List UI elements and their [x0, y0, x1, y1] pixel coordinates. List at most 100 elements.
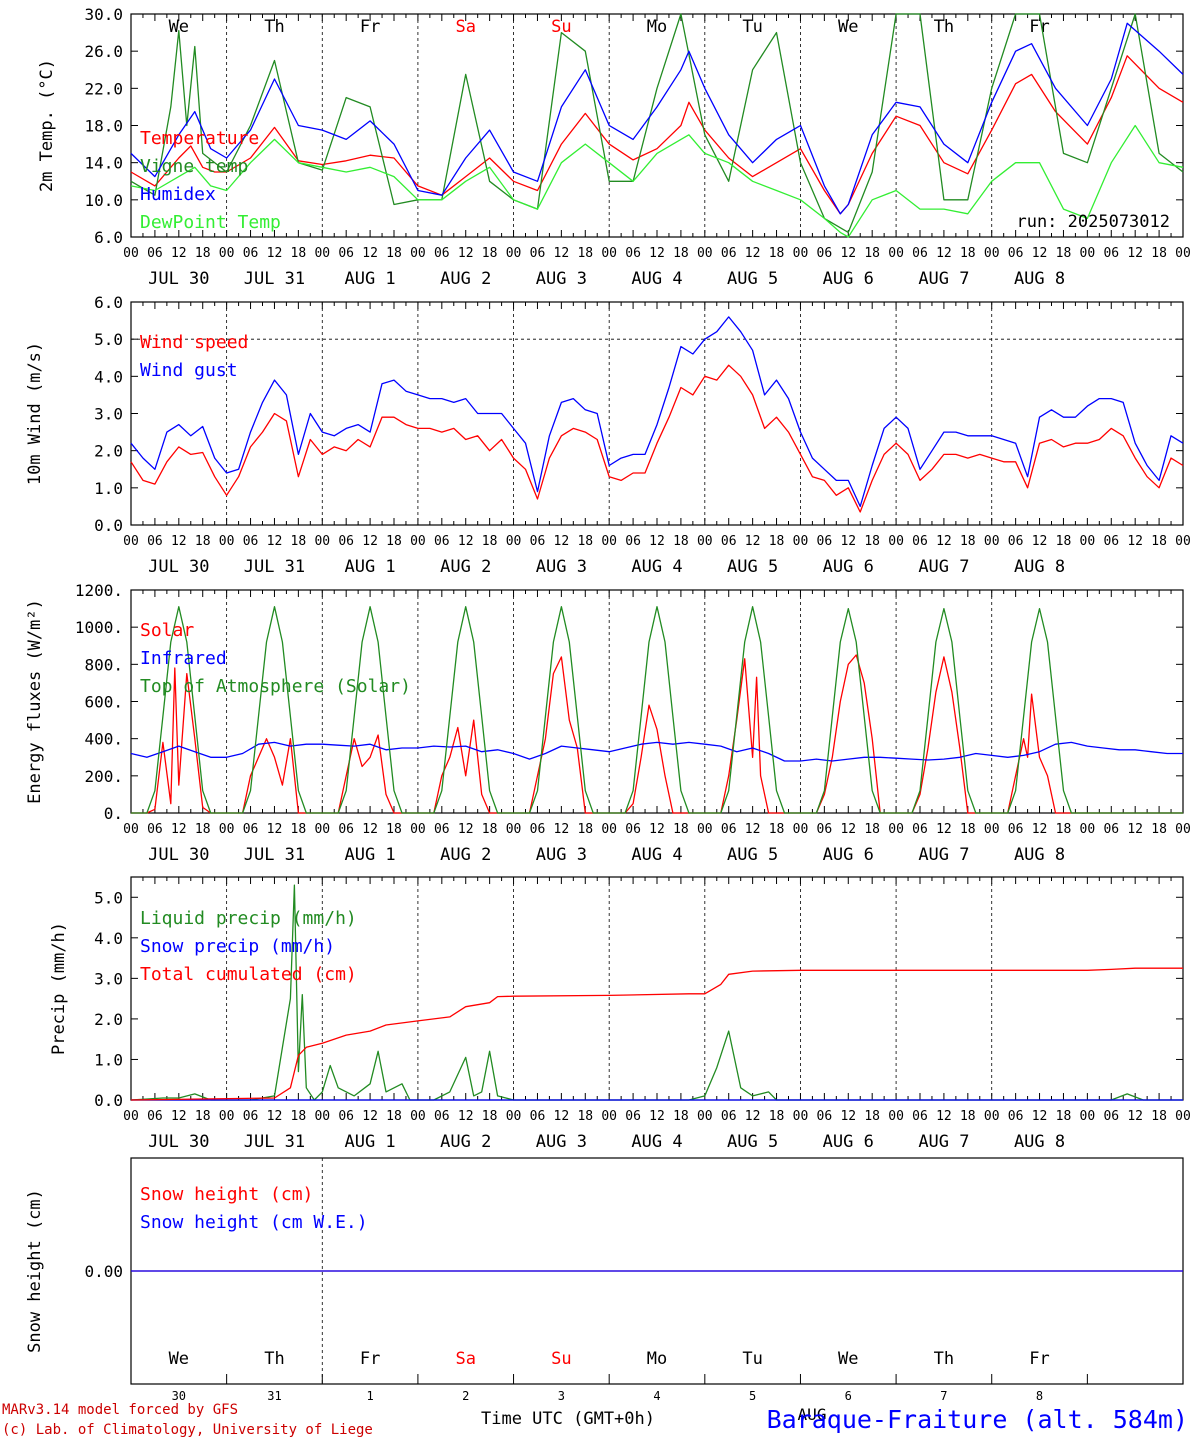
date-label: JUL 30	[148, 845, 209, 865]
series-line-top-of-atmosphere-solar-	[131, 606, 1183, 814]
legend-entry: DewPoint Temp	[140, 212, 281, 233]
plot-frame	[130, 13, 1184, 238]
hour-tick-label: 12	[1127, 246, 1143, 261]
hour-tick-label: 06	[625, 822, 641, 837]
hour-tick-label: 18	[960, 246, 976, 261]
series-line-dewpoint-temp	[130, 124, 1184, 238]
hour-tick-label: 12	[362, 822, 378, 837]
hour-tick-label: 18	[482, 534, 498, 549]
series-line-humidex	[130, 22, 1184, 215]
hour-tick-label: 00	[888, 822, 904, 837]
hour-tick-label: 00	[1080, 246, 1096, 261]
hour-tick-label: 00	[984, 822, 1000, 837]
y-tick-label: 3.0	[94, 405, 123, 424]
hour-tick-label: 00	[314, 534, 330, 549]
hour-tick-label: 00	[1175, 246, 1191, 261]
hour-tick-label: 12	[745, 246, 761, 261]
hour-tick-label: 12	[1032, 822, 1048, 837]
hour-tick-label: 00	[984, 534, 1000, 549]
y-axis-title: 10m Wind (m/s)	[25, 342, 45, 485]
date-label: AUG 2	[440, 269, 491, 289]
hour-tick-label: 12	[171, 1109, 187, 1124]
hour-tick-label: 12	[1127, 822, 1143, 837]
hour-tick-label: 00	[1080, 822, 1096, 837]
hour-tick-label: 12	[649, 246, 665, 261]
hour-tick-label: 18	[386, 246, 402, 261]
hour-tick-label: 06	[338, 1109, 354, 1124]
hour-tick-label: 18	[195, 246, 211, 261]
hour-tick-label: 18	[386, 822, 402, 837]
hour-tick-label: 06	[147, 1109, 163, 1124]
hour-tick-label: 00	[123, 534, 139, 549]
hour-tick-label: 18	[1151, 246, 1167, 261]
hour-tick-label: 00	[1175, 534, 1191, 549]
date-label: JUL 30	[148, 1132, 209, 1152]
y-tick-label: 1.0	[94, 1050, 123, 1069]
hour-tick-label: 12	[745, 1109, 761, 1124]
hour-tick-label: 06	[243, 534, 259, 549]
hour-tick-label: 12	[267, 1109, 283, 1124]
hour-tick-label: 06	[434, 822, 450, 837]
hour-tick-label: 06	[625, 1109, 641, 1124]
hour-tick-label: 00	[123, 1109, 139, 1124]
y-tick-label: 22.0	[84, 79, 123, 98]
date-label: AUG 4	[631, 1132, 682, 1152]
hour-tick-label: 12	[936, 822, 952, 837]
date-label: AUG 8	[1014, 1132, 1065, 1152]
day-name-label: Su	[551, 1349, 571, 1369]
date-label: AUG 7	[918, 269, 969, 289]
hour-tick-label: 00	[601, 534, 617, 549]
day-name-label: Fr	[1029, 1349, 1049, 1369]
hour-tick-label: 06	[625, 534, 641, 549]
series-line-wind-gust	[130, 316, 1184, 508]
hour-tick-label: 12	[171, 534, 187, 549]
hour-tick-label: 00	[888, 1109, 904, 1124]
date-label: AUG 1	[344, 845, 395, 865]
series-line-wind-speed	[130, 364, 1184, 513]
hour-tick-label: 18	[864, 822, 880, 837]
y-tick-label: 600.	[84, 693, 123, 712]
legend-entry: Temperature	[140, 128, 259, 149]
hour-tick-label: 00	[697, 822, 713, 837]
plot-frame	[130, 301, 1184, 526]
hour-tick-label: 12	[936, 1109, 952, 1124]
hour-tick-label: 06	[243, 822, 259, 837]
day-name-label: Th	[264, 17, 284, 37]
legend-entry: Snow height (cm)	[140, 1184, 313, 1205]
day-name-label: Mo	[647, 17, 667, 37]
hour-tick-label: 00	[219, 822, 235, 837]
hour-tick-label: 12	[1032, 1109, 1048, 1124]
date-label: AUG 8	[1014, 557, 1065, 577]
day-number-label: 8	[1036, 1389, 1043, 1403]
hour-tick-label: 12	[458, 1109, 474, 1124]
hour-tick-label: 18	[864, 534, 880, 549]
date-label: AUG 1	[344, 1132, 395, 1152]
day-number-label: 30	[172, 1389, 186, 1403]
hour-tick-label: 06	[530, 1109, 546, 1124]
hour-tick-label: 18	[1151, 822, 1167, 837]
y-tick-label: 1200.	[75, 581, 123, 600]
hour-tick-label: 18	[960, 1109, 976, 1124]
hour-tick-label: 18	[1056, 246, 1072, 261]
date-label: JUL 31	[244, 557, 305, 577]
date-label: JUL 31	[244, 1132, 305, 1152]
hour-tick-label: 12	[362, 1109, 378, 1124]
legend-entry: Vigne temp	[140, 156, 248, 177]
day-name-label: Th	[934, 17, 954, 37]
day-name-label: Tu	[742, 1349, 762, 1369]
date-label: AUG 6	[823, 557, 874, 577]
hour-tick-label: 06	[912, 246, 928, 261]
hour-tick-label: 18	[291, 1109, 307, 1124]
hour-tick-label: 06	[817, 246, 833, 261]
date-label: AUG 4	[631, 845, 682, 865]
time-axis-label: Time UTC (GMT+0h)	[481, 1409, 655, 1429]
hour-tick-label: 00	[601, 246, 617, 261]
hour-tick-label: 12	[840, 246, 856, 261]
hour-tick-label: 18	[769, 1109, 785, 1124]
hour-tick-label: 00	[314, 822, 330, 837]
y-tick-label: 200.	[84, 767, 123, 786]
hour-tick-label: 00	[123, 246, 139, 261]
hour-tick-label: 00	[410, 1109, 426, 1124]
hour-tick-label: 18	[195, 534, 211, 549]
